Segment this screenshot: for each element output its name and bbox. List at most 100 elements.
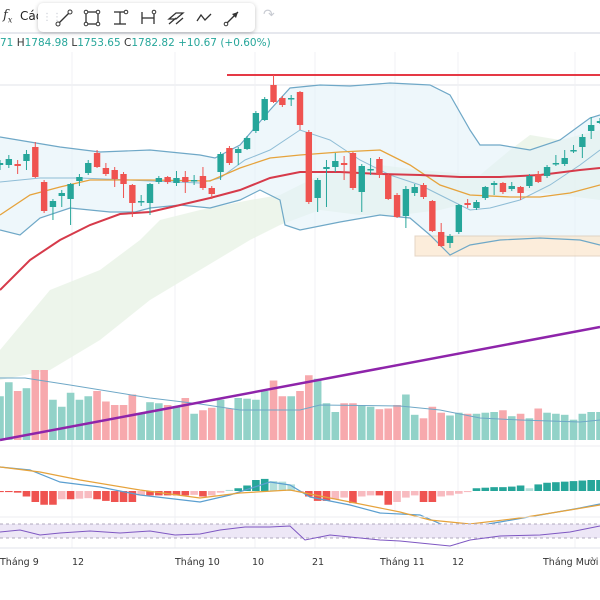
macd-bar xyxy=(49,491,57,505)
candle-body xyxy=(49,201,57,207)
arrow-icon[interactable] xyxy=(218,5,246,31)
volume-bar xyxy=(375,409,384,440)
candle xyxy=(411,184,418,196)
volume-bar xyxy=(57,406,66,440)
candle-body xyxy=(261,99,268,120)
volume-bar xyxy=(22,388,31,440)
volume-bar xyxy=(225,408,234,440)
trend-line[interactable] xyxy=(0,325,600,442)
macd-bar xyxy=(243,485,251,491)
low-label: L xyxy=(71,37,78,49)
function-icon[interactable]: fx xyxy=(3,8,13,25)
candle xyxy=(270,75,277,103)
candle xyxy=(367,158,374,175)
macd-bar xyxy=(402,491,410,498)
candle xyxy=(208,186,215,199)
volume-bar xyxy=(340,403,348,440)
volume-bar xyxy=(481,412,490,440)
volume-bar xyxy=(252,399,260,440)
candle xyxy=(314,178,321,212)
macd-bar xyxy=(534,484,543,491)
candle-body xyxy=(587,125,595,131)
macd-bar xyxy=(128,491,137,502)
candle xyxy=(40,180,48,213)
candle xyxy=(587,117,595,139)
redo-icon[interactable]: ↷ xyxy=(263,7,275,23)
candle xyxy=(446,234,454,248)
candle-body xyxy=(270,85,277,102)
time-tick-label: Tháng 9 xyxy=(0,557,39,568)
parallel-channel-icon[interactable] xyxy=(162,5,190,31)
candle xyxy=(305,130,313,204)
candle-body xyxy=(437,232,445,246)
macd-bar xyxy=(516,485,525,491)
indicators-button[interactable]: Các xyxy=(20,9,43,23)
volume-bar xyxy=(216,399,225,440)
macd-bar xyxy=(216,491,225,493)
volume-bar xyxy=(499,410,507,440)
candle-body xyxy=(482,187,489,198)
candle-body xyxy=(323,167,330,169)
candle-body xyxy=(5,159,13,165)
candle xyxy=(32,142,39,178)
macd-bar xyxy=(252,480,260,491)
volume-bar xyxy=(5,382,13,440)
candle xyxy=(393,193,401,218)
candle xyxy=(49,199,57,220)
candlesticks xyxy=(0,75,600,248)
candle-body xyxy=(0,163,4,165)
macd-bar xyxy=(234,488,243,491)
candle-body xyxy=(367,169,374,171)
candle-body xyxy=(226,148,233,163)
candle-body xyxy=(499,183,507,192)
candle xyxy=(376,157,383,178)
volume-bar xyxy=(384,408,393,440)
candle-body xyxy=(385,175,392,199)
volume-bar xyxy=(0,396,4,440)
candle-body xyxy=(164,177,171,182)
candle-body xyxy=(190,180,198,182)
volume-bar xyxy=(596,412,600,440)
candle-body xyxy=(314,180,321,198)
candle xyxy=(499,182,507,194)
macd-bar xyxy=(463,491,472,493)
macd-bar xyxy=(366,491,375,496)
candle-body xyxy=(14,164,21,166)
volume-bar xyxy=(534,408,543,440)
support-zone-rectangle[interactable] xyxy=(414,235,600,257)
candle xyxy=(226,146,233,165)
candle xyxy=(58,190,65,207)
volume-bar xyxy=(525,418,534,440)
candle-body xyxy=(146,184,154,203)
rsi-band xyxy=(0,524,600,538)
candle-body xyxy=(129,185,136,203)
candle xyxy=(261,97,268,121)
macd-bar xyxy=(75,491,84,499)
candle-body xyxy=(552,163,560,165)
path-icon[interactable] xyxy=(190,5,218,31)
volume-bar xyxy=(393,405,401,440)
candle-body xyxy=(508,186,515,189)
candle xyxy=(552,155,560,166)
candle-body xyxy=(23,154,30,161)
candle xyxy=(243,136,251,150)
candle xyxy=(252,111,260,133)
volume-bar xyxy=(49,399,57,440)
candle-body xyxy=(393,195,401,217)
candle xyxy=(155,176,163,184)
candle xyxy=(146,183,154,215)
volume-bar xyxy=(66,392,75,440)
time-tick-label: 12 xyxy=(72,557,85,568)
rectangle-icon[interactable] xyxy=(78,5,106,31)
candle-body xyxy=(358,166,365,192)
candle xyxy=(402,186,410,228)
macd-bar xyxy=(31,491,40,502)
date-range-icon[interactable] xyxy=(134,5,162,31)
volume-bar xyxy=(552,413,560,440)
volume-bar xyxy=(507,416,516,440)
price-range-icon[interactable] xyxy=(106,5,134,31)
trend-line-icon[interactable] xyxy=(50,5,78,31)
candle xyxy=(296,91,304,130)
candle-body xyxy=(596,121,600,123)
